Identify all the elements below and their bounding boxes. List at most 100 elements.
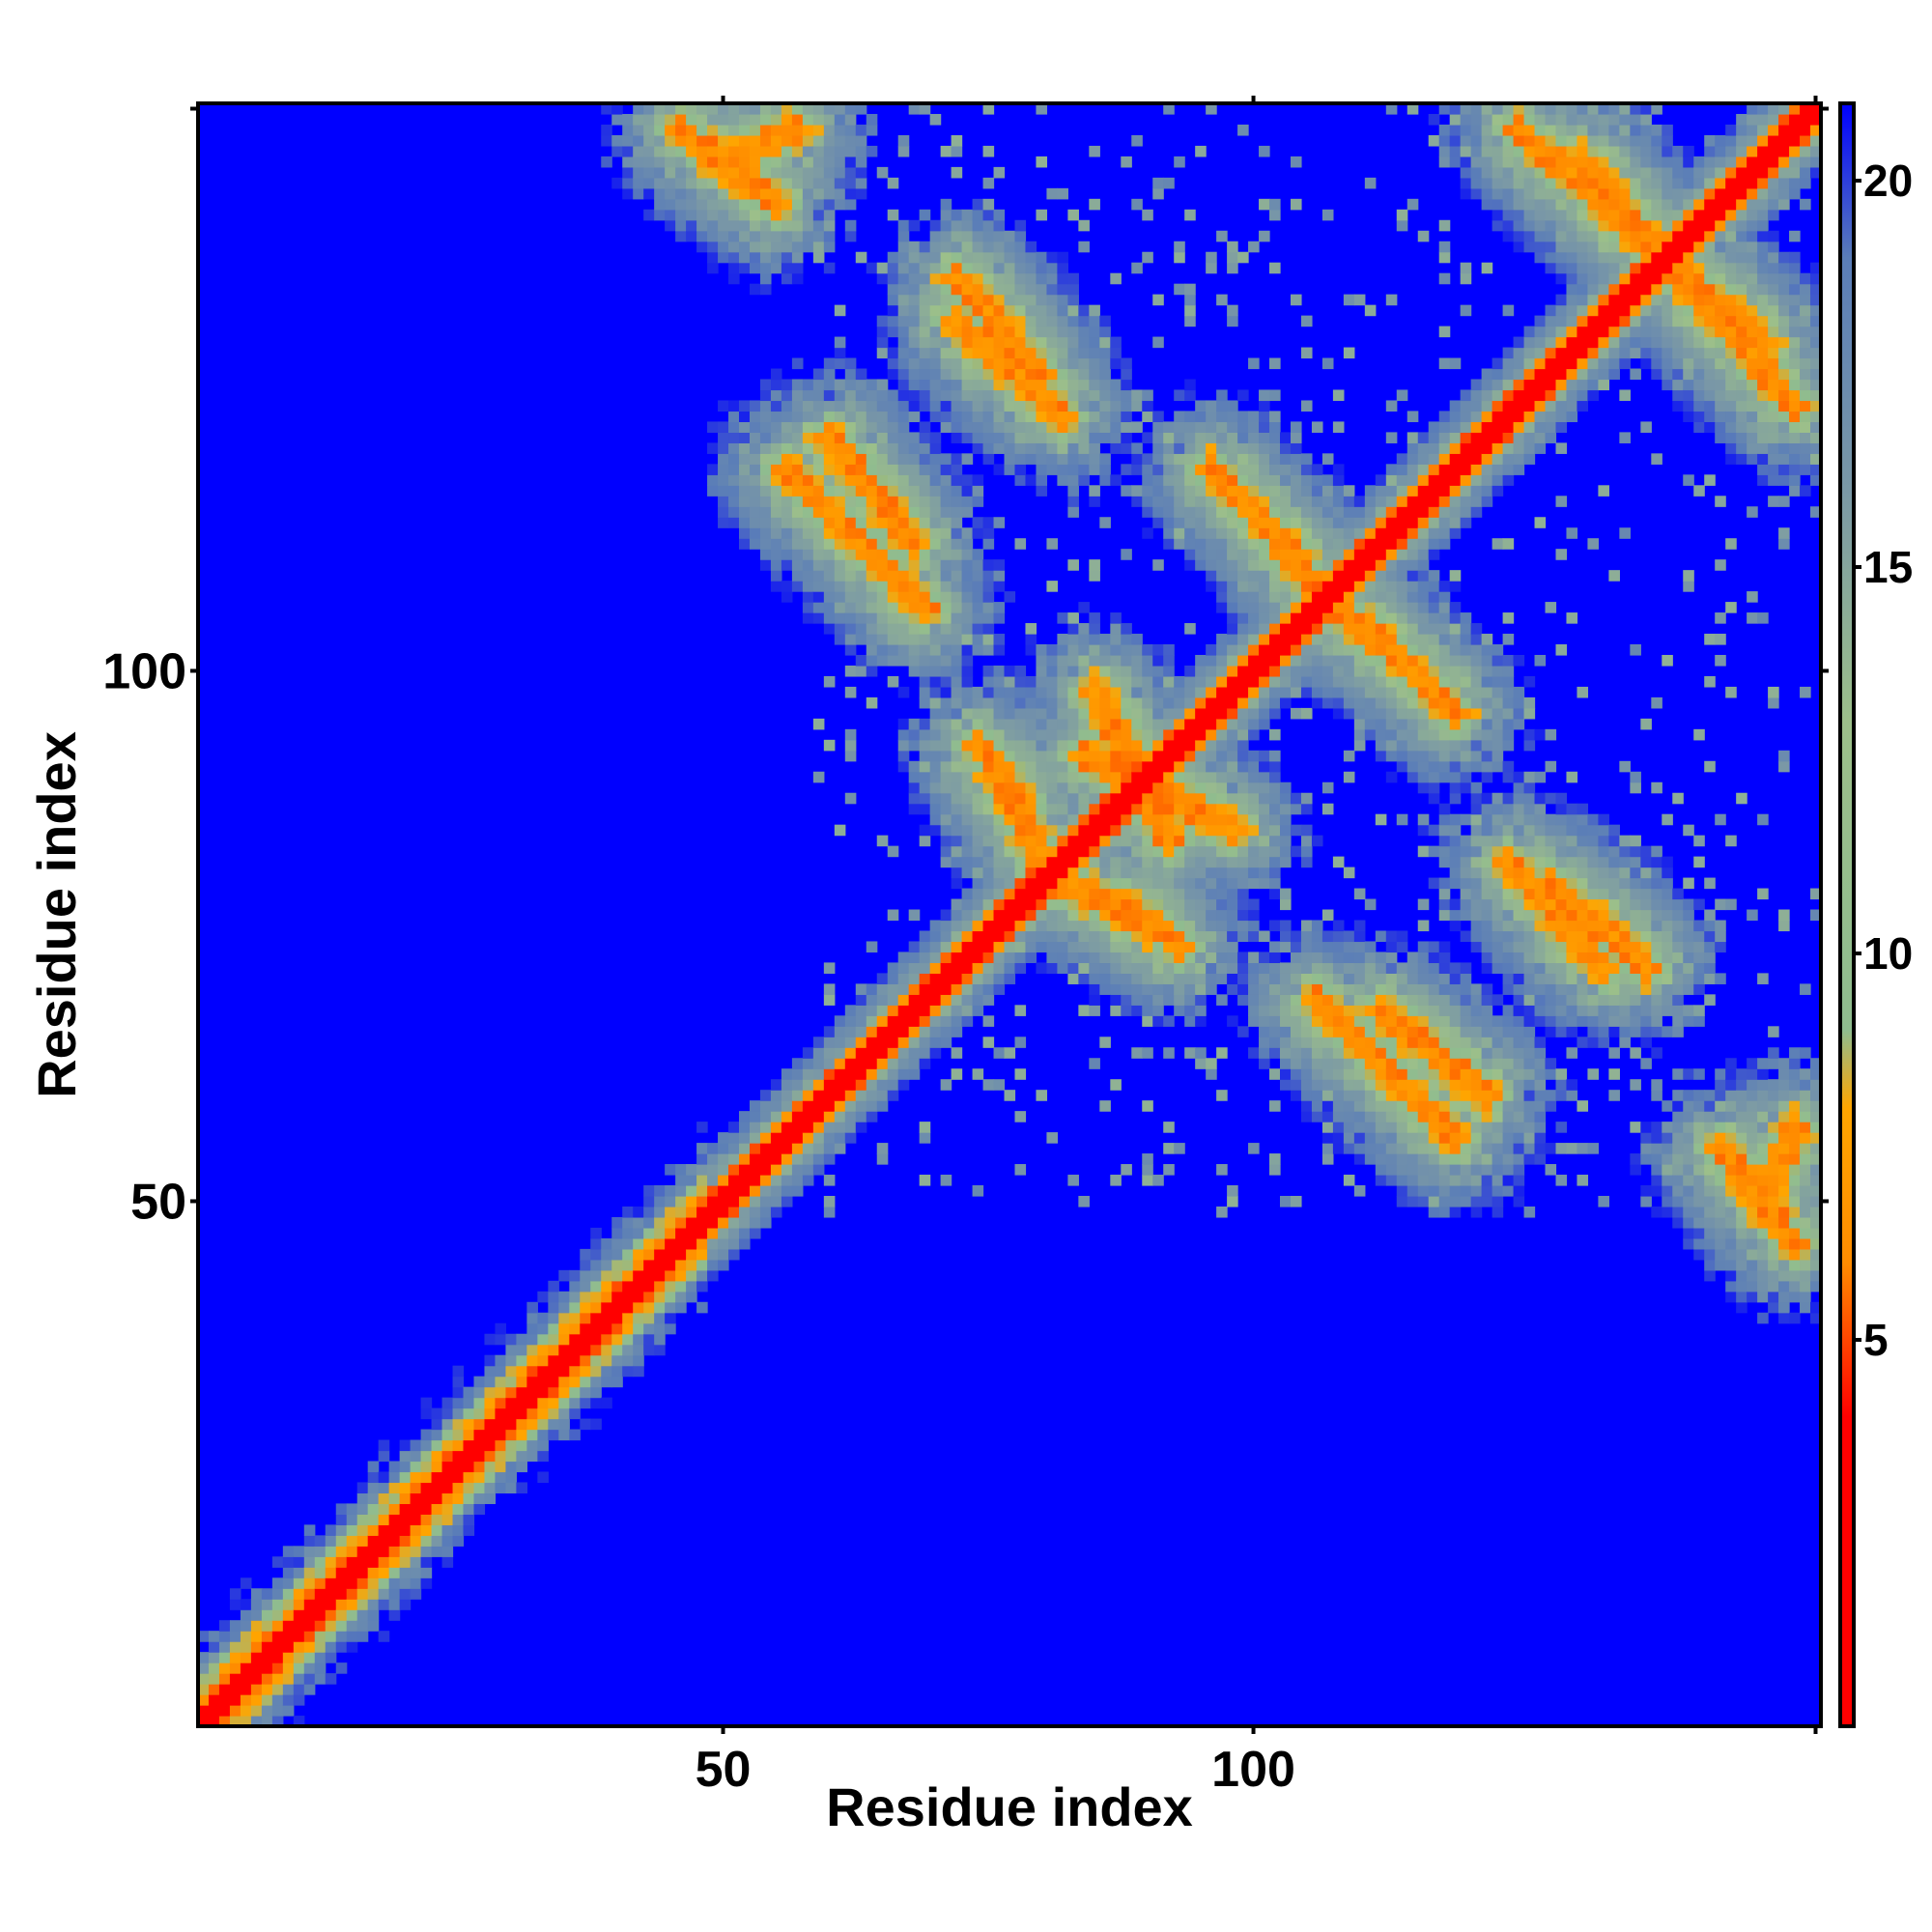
heatmap-cell [972, 792, 984, 805]
heatmap-cell [1460, 739, 1472, 752]
heatmap-cell [1046, 262, 1059, 274]
heatmap-cell [1089, 198, 1100, 211]
heatmap-cell [919, 400, 931, 412]
heatmap-cell [739, 485, 751, 497]
heatmap-cell [271, 1631, 284, 1642]
heatmap-cell [558, 1376, 570, 1388]
heatmap-cell [940, 411, 952, 423]
heatmap-cell [749, 400, 761, 412]
heatmap-cell [1237, 453, 1249, 465]
heatmap-cell [770, 166, 782, 179]
heatmap-cell [1089, 888, 1100, 900]
heatmap-cell [1343, 665, 1355, 677]
heatmap-cell [802, 145, 814, 157]
heatmap-cell [590, 1354, 602, 1367]
heatmap-cell [1375, 1015, 1387, 1027]
heatmap-cell [834, 432, 846, 443]
heatmap-cell [1014, 877, 1027, 890]
heatmap-cell [590, 1248, 602, 1261]
heatmap-cell [749, 1153, 761, 1165]
heatmap-cell [686, 166, 697, 179]
heatmap-cell [1280, 824, 1292, 837]
heatmap-cell [1078, 665, 1090, 677]
heatmap-cell [1163, 506, 1175, 518]
heatmap-cell [1227, 675, 1238, 688]
heatmap-cell [951, 920, 963, 932]
heatmap-cell [1142, 1047, 1153, 1059]
heatmap-cell [1449, 103, 1462, 115]
heatmap-cell [1449, 474, 1462, 486]
heatmap-cell [1089, 665, 1100, 677]
heatmap-cell [1321, 1122, 1334, 1133]
heatmap-cell [611, 1322, 623, 1335]
heatmap-cell [1259, 1037, 1270, 1048]
heatmap-cell [686, 1185, 697, 1197]
heatmap-cell [1216, 739, 1228, 752]
heatmap-cell [1195, 835, 1207, 847]
heatmap-cell [1438, 1132, 1451, 1144]
heatmap-cell [1131, 675, 1143, 688]
heatmap-cell [781, 251, 793, 264]
heatmap-cell [1269, 877, 1281, 890]
heatmap-cell [229, 1673, 242, 1685]
heatmap-cell [1311, 696, 1323, 709]
heatmap-cell [897, 442, 910, 454]
heatmap-cell [1216, 421, 1228, 433]
heatmap-cell [1195, 411, 1207, 423]
heatmap-cell [1184, 813, 1196, 826]
heatmap-cell [993, 952, 1006, 964]
heatmap-cell [866, 1047, 878, 1059]
heatmap-cell [548, 1301, 559, 1314]
heatmap-cell [526, 1418, 538, 1431]
heatmap-cell [897, 581, 910, 592]
heatmap-cell [1396, 750, 1408, 762]
heatmap-cell [961, 835, 974, 847]
heatmap-cell [1216, 1206, 1228, 1218]
heatmap-cell [707, 474, 719, 486]
heatmap-cell [1438, 442, 1451, 454]
heatmap-cell [791, 1100, 804, 1112]
heatmap-cell [1280, 845, 1292, 858]
heatmap-cell [1428, 1164, 1440, 1176]
heatmap-cell [622, 1269, 634, 1282]
heatmap-cell [812, 241, 825, 253]
heatmap-cell [1067, 634, 1079, 645]
heatmap-cell [1099, 411, 1111, 423]
heatmap-cell [1438, 1015, 1451, 1027]
heatmap-cell [441, 1546, 454, 1557]
heatmap-cell [834, 824, 846, 837]
heatmap-cell [1280, 1068, 1292, 1080]
heatmap-cell [282, 1662, 295, 1674]
heatmap-cell [1470, 1037, 1483, 1048]
heatmap-cell [1460, 453, 1472, 465]
heatmap-cell [1121, 432, 1132, 443]
heatmap-cell [1099, 1100, 1111, 1112]
heatmap-cell [675, 1216, 687, 1229]
heatmap-cell [1321, 538, 1334, 550]
heatmap-cell [611, 103, 623, 115]
heatmap-cell [1300, 973, 1313, 984]
heatmap-cell [1438, 1079, 1451, 1091]
heatmap-cell [1290, 156, 1302, 168]
heatmap-cell [993, 962, 1006, 974]
heatmap-cell [1014, 781, 1027, 794]
heatmap-cell [505, 1429, 518, 1441]
heatmap-cell [972, 326, 984, 338]
heatmap-cell [1036, 156, 1048, 168]
heatmap-cell [908, 241, 921, 253]
heatmap-cell [537, 1471, 549, 1484]
heatmap-cell [1152, 909, 1164, 922]
heatmap-cell [1259, 591, 1270, 603]
heatmap-cell [580, 1269, 591, 1282]
heatmap-cell [1438, 474, 1451, 486]
heatmap-cell [718, 517, 729, 528]
heatmap-cell [1227, 581, 1238, 592]
heatmap-cell [1385, 1015, 1398, 1027]
heatmap-cell [812, 209, 825, 221]
heatmap-cell [982, 442, 995, 454]
heatmap-cell [791, 241, 804, 253]
heatmap-cell [770, 134, 782, 147]
heatmap-cell [1078, 824, 1090, 837]
heatmap-cell [1216, 835, 1228, 847]
heatmap-cell [622, 1312, 634, 1324]
